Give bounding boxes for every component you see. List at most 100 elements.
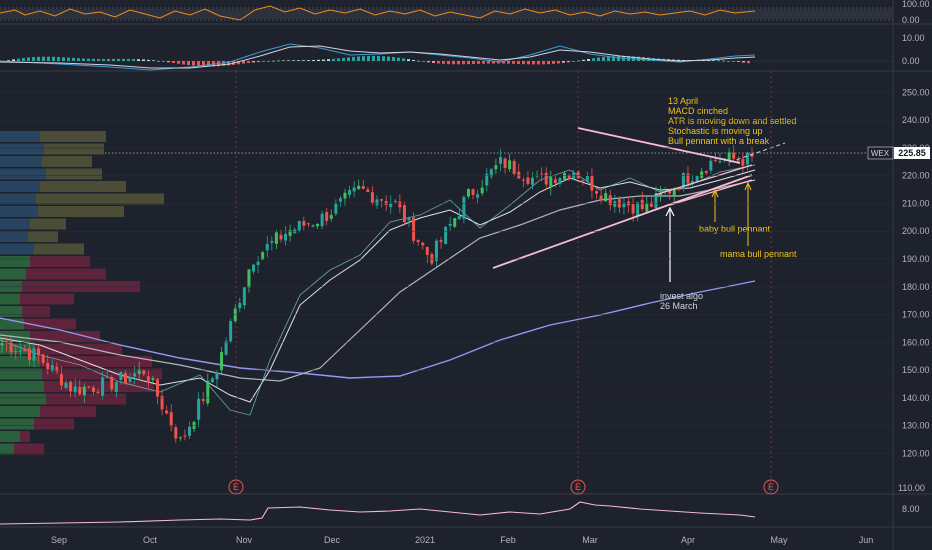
macd-histogram-bar [112,58,115,61]
candle-body [732,152,736,159]
volume-profile [0,131,164,455]
macd-histogram-bar [257,61,260,62]
x-tick-label: May [770,535,788,545]
x-tick-label: 2021 [415,535,435,545]
macd-histogram-bar [132,58,135,61]
macd-histogram-bar [507,61,510,64]
candle-body [526,177,530,184]
candle-body [434,240,438,262]
volume-profile-bar [42,156,92,167]
candle-body [672,188,676,196]
candle-body [238,303,242,309]
rsi-tick-100: 100.00 [902,0,930,9]
macd-histogram-bar [587,59,590,61]
candle-body [480,187,484,194]
candle-body [352,187,356,192]
candle-body [581,180,585,182]
volume-profile-bar [0,206,38,217]
candle-body [41,354,45,363]
macd-histogram-bar [532,61,535,65]
candle-body [636,202,640,217]
volume-profile-bar [46,168,102,180]
macd-histogram-bar [92,58,95,61]
macd-histogram-bar [82,58,85,61]
macd-histogram-bar [562,61,565,63]
macd-histogram-bar [427,61,430,63]
candle-body [370,192,374,203]
macd-histogram-bar [352,56,355,61]
macd-histogram-bar [162,61,165,62]
breakout-dashed-line [729,142,786,163]
x-tick-label: Feb [500,535,516,545]
earnings-marker-3 [763,479,779,495]
volume-profile-bar [0,268,26,280]
note-line-2: MACD cinched [668,106,728,116]
macd-panel [0,43,893,71]
candle-body [457,216,461,220]
volume-profile-bar [0,168,46,180]
candle-body [46,362,50,370]
candle-body [608,195,612,206]
macd-tick-0: 0.00 [902,56,920,66]
macd-histogram-bar [97,58,100,61]
macd-histogram-bar [62,57,65,61]
candle-body [704,170,708,174]
note-line-1: 13 April [668,96,698,106]
volume-profile-bar [0,156,42,167]
macd-histogram-bar [182,61,185,65]
macd-histogram-bar [457,61,460,65]
macd-histogram-bar [192,61,195,66]
candle-body [215,372,219,380]
candle-body [288,230,292,236]
price-axis: 120.00 130.00 140.00 150.00 160.00 170.00 180.… [0,87,930,458]
volume-profile-bar [0,131,40,142]
candle-body [567,175,571,179]
candle-body [736,160,740,162]
candle-body [165,410,169,414]
candle-body [489,169,493,177]
last-price-tag: WEX 225.85 [867,146,930,160]
volume-profile-bar [0,368,42,380]
macd-histogram-bar [67,57,70,61]
macd-histogram-bar [407,59,410,61]
macd-histogram-bar [7,60,10,61]
macd-histogram-bar [87,58,90,61]
volume-profile-bar [38,206,124,217]
volume-profile-bar [22,281,140,292]
candle-body [398,201,402,208]
candle-body [338,198,342,202]
price-tick-label: 160.00 [902,337,930,347]
macd-histogram-bar [167,61,170,63]
macd-tick-10: 10.00 [902,33,925,43]
x-tick-label: Oct [143,535,158,545]
candle-body [9,340,13,353]
rsi-panel [0,5,893,21]
price-tick-label: 130.00 [902,421,930,431]
candle-body [412,217,416,241]
volume-profile-bar [0,193,36,205]
ticker-label: WEX [871,149,890,158]
candle-body [206,380,210,404]
earnings-marker-3-label: E [768,482,774,492]
candle-body [334,203,338,214]
candle-body [498,157,502,164]
candle-body [82,386,86,396]
macd-histogram-bar [237,61,240,65]
macd-histogram-bar [197,61,200,67]
macd-histogram-bar [742,61,745,63]
candle-body [279,234,283,240]
candle-body [64,382,68,389]
macd-histogram-bar [367,55,370,61]
volume-profile-bar [34,243,84,255]
macd-histogram-bar [72,57,75,61]
macd-histogram-bar [152,60,155,61]
macd-histogram-bar [242,61,245,64]
macd-histogram-bar [537,61,540,65]
volume-profile-bar [28,231,58,242]
volume-profile-bar [0,356,40,367]
candle-body [50,365,54,372]
volume-profile-bar [0,381,44,392]
macd-histogram-bar [332,58,335,61]
macd-histogram-bar [597,57,600,61]
macd-histogram-bar [612,56,615,61]
